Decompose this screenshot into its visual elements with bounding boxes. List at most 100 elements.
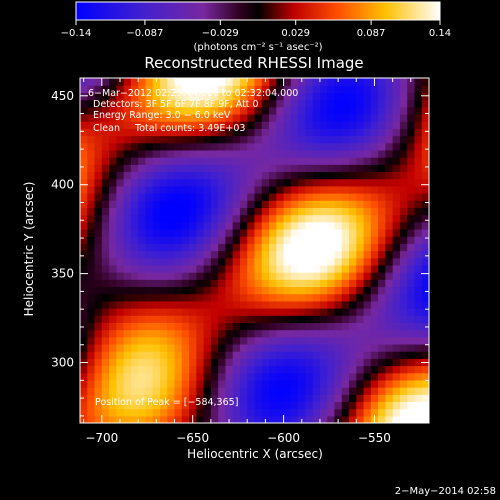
heatmap-cell bbox=[145, 142, 154, 151]
heatmap-cell bbox=[174, 250, 183, 259]
heatmap-cell bbox=[210, 228, 219, 237]
heatmap-cell bbox=[130, 387, 139, 395]
heatmap-cell bbox=[130, 293, 139, 302]
heatmap-cell bbox=[109, 243, 117, 252]
heatmap-cell bbox=[152, 336, 161, 345]
heatmap-cell bbox=[341, 221, 350, 230]
heatmap-cell bbox=[312, 121, 321, 129]
heatmap-cell bbox=[159, 250, 168, 259]
heatmap-cell bbox=[174, 149, 183, 158]
heatmap-cell bbox=[421, 214, 429, 223]
heatmap-cell bbox=[145, 214, 154, 223]
heatmap-cell bbox=[152, 279, 161, 288]
heatmap-cell bbox=[247, 221, 256, 230]
heatmap-cell bbox=[254, 401, 263, 410]
heatmap-cell bbox=[399, 372, 408, 381]
heatmap-cell bbox=[334, 372, 343, 381]
heatmap-cell bbox=[298, 322, 306, 331]
heatmap-cell bbox=[305, 149, 314, 158]
heatmap-cell bbox=[319, 185, 328, 194]
heatmap-cell bbox=[203, 372, 212, 381]
heatmap-cell bbox=[298, 401, 306, 410]
heatmap-cell bbox=[341, 178, 350, 187]
heatmap-cell bbox=[218, 157, 227, 165]
heatmap-cell bbox=[254, 394, 263, 403]
heatmap-cell bbox=[356, 236, 365, 244]
heatmap-cell bbox=[414, 99, 423, 108]
heatmap-cell bbox=[159, 121, 168, 129]
heatmap-cell bbox=[210, 106, 219, 115]
heatmap-cell bbox=[385, 135, 394, 144]
heatmap-cell bbox=[305, 272, 314, 280]
heatmap-cell bbox=[181, 214, 190, 223]
heatmap-cell bbox=[189, 207, 197, 216]
heatmap-cell bbox=[225, 149, 234, 158]
heatmap-cell bbox=[305, 171, 314, 180]
heatmap-cell bbox=[327, 264, 336, 273]
heatmap-cell bbox=[152, 142, 161, 151]
heatmap-cell bbox=[247, 329, 256, 338]
heatmap-cell bbox=[181, 351, 190, 359]
heatmap-cell bbox=[189, 279, 197, 288]
heatmap-cell bbox=[269, 351, 277, 359]
heatmap-cell bbox=[239, 365, 248, 374]
heatmap-cell bbox=[298, 365, 306, 374]
heatmap-cell bbox=[181, 379, 190, 388]
heatmap-cell bbox=[167, 243, 176, 252]
heatmap-cell bbox=[232, 322, 241, 331]
heatmap-cell bbox=[305, 78, 314, 86]
heatmap-cell bbox=[319, 358, 328, 367]
heatmap-cell bbox=[167, 185, 176, 194]
heatmap-cell bbox=[327, 142, 336, 151]
heatmap-cell bbox=[392, 171, 401, 180]
heatmap-cell bbox=[407, 300, 416, 309]
heatmap-cell bbox=[130, 221, 139, 230]
heatmap-cell bbox=[109, 322, 117, 331]
heatmap-cell bbox=[392, 351, 401, 359]
heatmap-cell bbox=[109, 329, 117, 338]
heatmap-cell bbox=[94, 85, 103, 93]
heatmap-cell bbox=[116, 106, 125, 115]
heatmap-cell bbox=[130, 329, 139, 338]
heatmap-cell bbox=[407, 106, 416, 115]
heatmap-cell bbox=[356, 106, 365, 115]
heatmap-cell bbox=[203, 264, 212, 273]
heatmap-cell bbox=[341, 200, 350, 208]
heatmap-cell bbox=[196, 308, 205, 316]
heatmap-cell bbox=[363, 286, 372, 295]
heatmap-cell bbox=[356, 113, 365, 122]
heatmap-cell bbox=[130, 149, 139, 158]
heatmap-cell bbox=[392, 99, 401, 108]
heatmap-cell bbox=[298, 200, 306, 208]
heatmap-cell bbox=[421, 142, 429, 151]
heatmap-cell bbox=[305, 322, 314, 331]
heatmap-cell bbox=[101, 415, 110, 423]
heatmap-cell bbox=[130, 343, 139, 352]
heatmap-cell bbox=[101, 78, 110, 86]
heatmap-cell bbox=[80, 135, 88, 144]
heatmap-cell bbox=[159, 415, 168, 423]
heatmap-cell bbox=[210, 365, 219, 374]
heatmap-cell bbox=[130, 264, 139, 273]
heatmap-cell bbox=[319, 272, 328, 280]
heatmap-cell bbox=[210, 351, 219, 359]
heatmap-cell bbox=[174, 415, 183, 423]
heatmap-cell bbox=[225, 113, 234, 122]
heatmap-cell bbox=[138, 121, 147, 129]
heatmap-cell bbox=[276, 85, 285, 93]
heatmap-cell bbox=[414, 85, 423, 93]
heatmap-cell bbox=[181, 250, 190, 259]
heatmap-cell bbox=[349, 372, 357, 381]
heatmap-cell bbox=[290, 142, 299, 151]
heatmap-cell bbox=[109, 236, 117, 244]
heatmap-cell bbox=[290, 336, 299, 345]
heatmap-cell bbox=[414, 221, 423, 230]
heatmap-cell bbox=[276, 99, 285, 108]
heatmap-cell bbox=[167, 379, 176, 388]
heatmap-cell bbox=[334, 322, 343, 331]
heatmap-cell bbox=[239, 149, 248, 158]
heatmap-cell bbox=[189, 351, 197, 359]
heatmap-cell bbox=[370, 185, 379, 194]
heatmap-cell bbox=[312, 99, 321, 108]
heatmap-cell bbox=[232, 279, 241, 288]
